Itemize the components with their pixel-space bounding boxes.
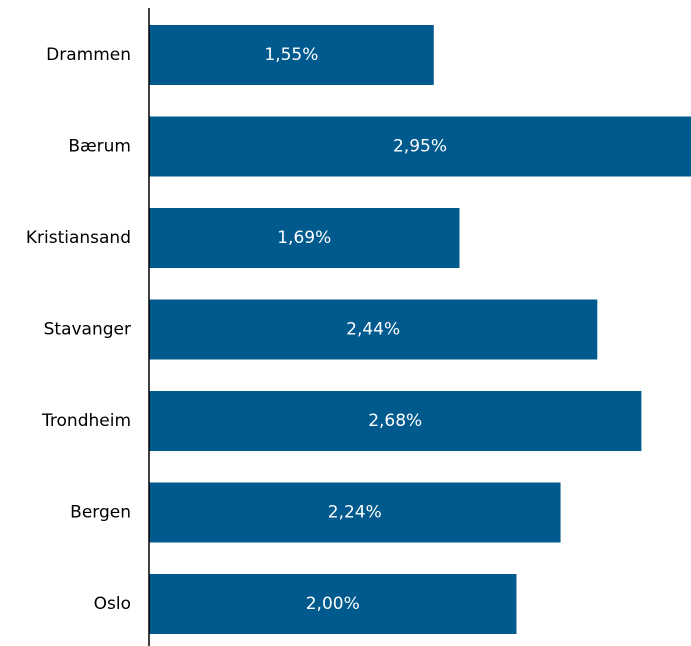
category-label-trondheim: Trondheim (41, 411, 131, 431)
bar-trondheim (149, 391, 642, 451)
category-label-oslo: Oslo (94, 594, 131, 614)
bar-oslo (149, 574, 517, 634)
bar-drammen (149, 25, 434, 85)
category-label-bergen: Bergen (70, 503, 131, 523)
data-label-drammen: 1,55% (264, 45, 318, 65)
category-label-kristiansand: Kristiansand (26, 228, 131, 248)
bar-bergen (149, 482, 561, 543)
category-label-drammen: Drammen (46, 45, 131, 65)
data-label-trondheim: 2,68% (368, 411, 422, 431)
bar-kristiansand (149, 208, 460, 268)
data-label-baerum: 2,95% (393, 137, 447, 157)
data-label-kristiansand: 1,69% (277, 228, 331, 248)
bars-layer (149, 25, 691, 634)
category-label-baerum: Bærum (68, 137, 131, 157)
category-labels: Drammen Bærum Kristiansand Stavanger Trondhe… (26, 45, 131, 614)
data-label-stavanger: 2,44% (346, 320, 400, 340)
data-label-oslo: 2,00% (306, 594, 360, 614)
data-label-bergen: 2,24% (328, 503, 382, 523)
data-labels: 1,55% 2,95% 1,69% 2,44% 2,68% 2,24% 2,00% (264, 45, 447, 614)
bar-stavanger (149, 299, 598, 360)
bar-baerum (149, 116, 691, 177)
category-label-stavanger: Stavanger (44, 320, 131, 340)
